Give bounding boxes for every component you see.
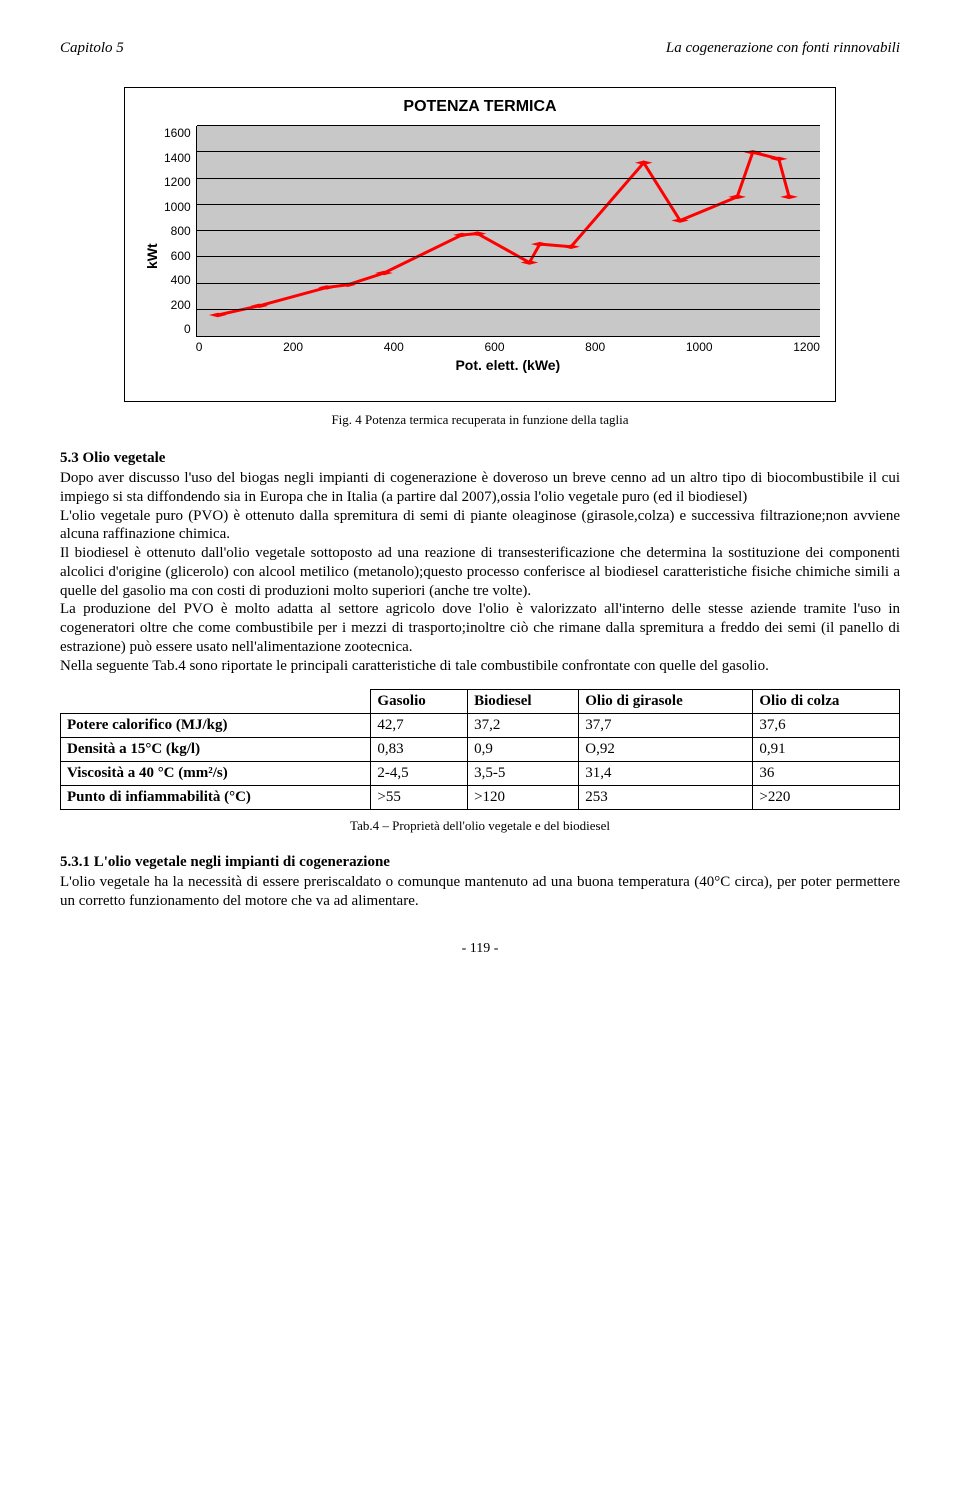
para3: Il biodiesel è ottenuto dall'olio vegeta… [60,545,900,599]
table-header-row: Gasolio Biodiesel Olio di girasole Olio … [61,690,900,714]
td: 31,4 [579,762,753,786]
xtick: 0 [196,340,203,354]
xtick: 800 [585,340,605,354]
th: Biodiesel [468,690,579,714]
ytick: 800 [164,224,191,238]
td: 37,2 [468,714,579,738]
ytick: 200 [164,298,191,312]
figure-caption: Fig. 4 Potenza termica recuperata in fun… [60,412,900,428]
td: Potere calorifico (MJ/kg) [61,714,371,738]
ytick: 1400 [164,151,191,165]
td: 0,83 [371,738,468,762]
ytick: 0 [164,322,191,336]
subsection-title: 5.3.1 L'olio vegetale negli impianti di … [60,854,900,871]
ytick: 600 [164,249,191,263]
td: Densità a 15°C (kg/l) [61,738,371,762]
page-number: - 119 - [60,941,900,957]
table-row: Viscosità a 40 °C (mm²/s) 2-4,5 3,5-5 31… [61,762,900,786]
table-row: Potere calorifico (MJ/kg) 42,7 37,2 37,7… [61,714,900,738]
ytick: 1000 [164,200,191,214]
td: O,92 [579,738,753,762]
chart-title: POTENZA TERMICA [140,98,820,116]
td: 37,7 [579,714,753,738]
xtick: 400 [384,340,404,354]
td: 42,7 [371,714,468,738]
td: >220 [753,786,900,810]
td: 253 [579,786,753,810]
para5: Nella seguente Tab.4 sono riportate le p… [60,658,769,674]
properties-table: Gasolio Biodiesel Olio di girasole Olio … [60,689,900,810]
td: Punto di infiammabilità (°C) [61,786,371,810]
ytick: 400 [164,273,191,287]
xtick: 600 [484,340,504,354]
para4: La produzione del PVO è molto adatta al … [60,601,900,655]
section-title: 5.3 Olio vegetale [60,450,900,467]
td: 3,5-5 [468,762,579,786]
td: Viscosità a 40 °C (mm²/s) [61,762,371,786]
chart-yticks: 1600 1400 1200 1000 800 600 400 200 0 [164,126,196,336]
table-row: Punto di infiammabilità (°C) >55 >120 25… [61,786,900,810]
th: Gasolio [371,690,468,714]
xtick: 1200 [793,340,820,354]
td: 37,6 [753,714,900,738]
table-row: Densità a 15°C (kg/l) 0,83 0,9 O,92 0,91 [61,738,900,762]
para2: L'olio vegetale puro (PVO) è ottenuto da… [60,508,900,543]
chart-plot [196,126,820,337]
chart-xticks: 0 200 400 600 800 1000 1200 [196,340,820,354]
th: Olio di girasole [579,690,753,714]
page-header: Capitolo 5 La cogenerazione con fonti ri… [60,40,900,57]
body-paragraph: Dopo aver discusso l'uso del biogas negl… [60,469,900,675]
ytick: 1200 [164,175,191,189]
subsection-text: L'olio vegetale ha la necessità di esser… [60,873,900,911]
table-caption: Tab.4 – Proprietà dell'olio vegetale e d… [60,818,900,834]
td: >55 [371,786,468,810]
header-right: La cogenerazione con fonti rinnovabili [666,40,900,57]
td: 2-4,5 [371,762,468,786]
xtick: 200 [283,340,303,354]
chart-xlabel: Pot. elett. (kWe) [196,357,820,373]
chart-ylabel: kWt [140,126,164,386]
chart-container: POTENZA TERMICA kWt 1600 1400 1200 1000 … [124,87,836,402]
th: Olio di colza [753,690,900,714]
ytick: 1600 [164,126,191,140]
header-left: Capitolo 5 [60,40,124,57]
td: >120 [468,786,579,810]
td: 0,91 [753,738,900,762]
para1: Dopo aver discusso l'uso del biogas negl… [60,470,900,505]
td: 36 [753,762,900,786]
td: 0,9 [468,738,579,762]
xtick: 1000 [686,340,713,354]
th [61,690,371,714]
